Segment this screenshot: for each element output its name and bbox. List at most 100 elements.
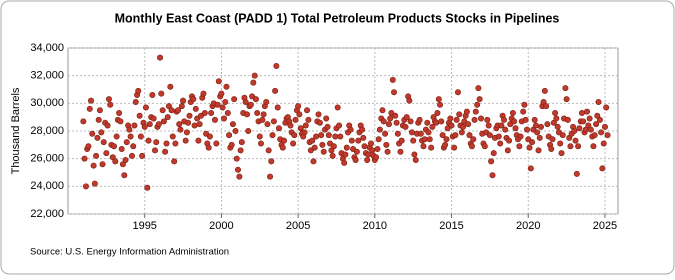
point [448,122,455,129]
point [85,143,92,150]
point [398,137,405,144]
point [387,115,394,122]
point [320,148,327,155]
point [375,136,382,143]
point [287,122,294,129]
point [162,148,169,155]
point [451,144,458,151]
point [373,154,380,161]
point [82,183,89,190]
point [213,140,220,147]
point [296,111,303,118]
point [347,126,354,133]
point [521,101,528,108]
point [142,104,149,111]
point [392,112,399,119]
point [497,140,504,147]
point [559,132,566,139]
point [563,96,570,103]
point [403,114,410,121]
point [238,139,245,146]
point [123,139,130,146]
point [279,144,286,151]
point [281,137,288,144]
point [263,98,270,105]
point [541,87,548,94]
point [144,184,151,191]
point [224,110,231,117]
x-tick-label: 2025 [593,220,617,232]
point [127,133,134,140]
chart-title: Monthly East Coast (PADD 1) Total Petrol… [115,11,560,25]
point [543,103,550,110]
point [157,54,164,61]
point [163,140,170,147]
point [601,123,608,130]
point [604,132,611,139]
point [111,143,118,150]
point [456,111,463,118]
point [250,79,257,86]
y-tick-label: 30,000 [30,97,64,109]
point [195,137,202,144]
point [324,123,331,130]
point [573,170,580,177]
point [113,133,120,140]
point [218,90,225,97]
y-tick-label: 34,000 [30,42,64,54]
point [98,129,105,136]
point [343,144,350,151]
point [466,132,473,139]
point [380,118,387,125]
point [91,180,98,187]
point [489,172,496,179]
point [498,122,505,129]
point [323,115,330,122]
point [182,137,189,144]
point [477,115,484,122]
point [397,148,404,155]
point [269,132,276,139]
point [137,133,144,140]
x-tick-label: 1995 [132,220,156,232]
point [233,155,240,162]
point [544,121,551,128]
point [511,118,518,125]
point [564,116,571,123]
x-tick-label: 2000 [209,220,233,232]
point [104,122,111,129]
point [484,116,491,123]
point [481,143,488,150]
point [176,121,183,128]
point [421,136,428,143]
point [274,104,281,111]
point [429,123,436,130]
point [558,150,565,157]
point [353,148,360,155]
x-tick-label: 2010 [363,220,387,232]
point [200,90,207,97]
point [557,140,564,147]
point [121,172,128,179]
point [412,157,419,164]
point [367,140,374,147]
point [275,125,282,132]
point [186,112,193,119]
point [260,111,267,118]
point [342,151,349,158]
point [244,111,251,118]
point [361,143,368,150]
point [131,122,138,129]
point [103,150,110,157]
point [527,165,534,172]
source-note: Source: U.S. Energy Information Administ… [30,247,229,258]
point [552,110,559,117]
point [80,118,87,125]
point [252,96,259,103]
point [452,132,459,139]
point [591,132,598,139]
point [315,111,322,118]
point [393,119,400,126]
point [132,98,139,105]
point [251,72,258,79]
